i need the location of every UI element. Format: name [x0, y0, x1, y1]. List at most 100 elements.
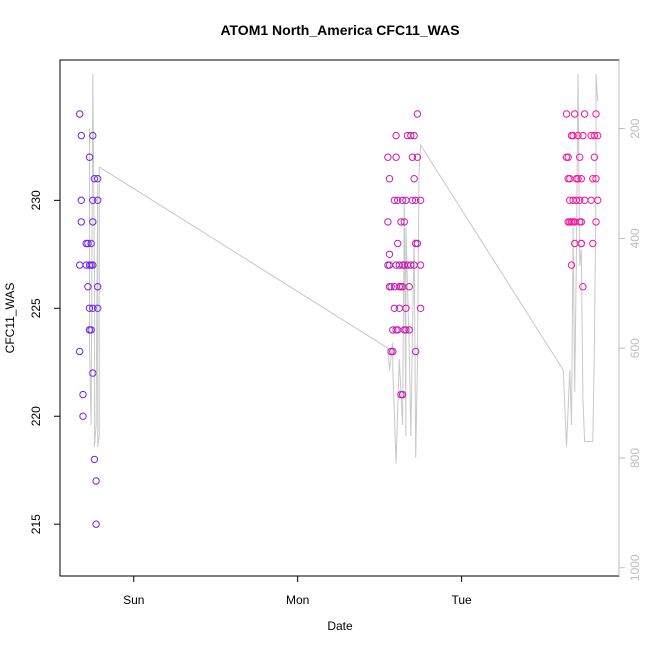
pressure-line-layer	[89, 73, 599, 464]
data-point	[579, 283, 587, 291]
y-tick-label: 225	[29, 298, 43, 318]
data-point	[90, 455, 99, 464]
data-point	[89, 304, 97, 312]
data-point	[76, 347, 84, 356]
data-point	[387, 283, 395, 291]
data-point	[580, 196, 589, 205]
right-tick-label: 400	[628, 228, 642, 248]
y-tick-label: 215	[29, 514, 43, 534]
data-point	[389, 347, 397, 356]
data-point	[400, 218, 408, 226]
data-point	[410, 131, 418, 140]
data-point	[589, 239, 597, 248]
data-point	[77, 218, 86, 226]
data-point	[416, 261, 425, 269]
data-point	[394, 196, 402, 205]
data-point	[592, 175, 600, 183]
data-point	[567, 261, 576, 269]
data-point	[398, 390, 407, 399]
data-point	[394, 239, 402, 248]
data-point	[392, 131, 400, 140]
right-tick-label: 600	[628, 338, 642, 358]
data-point	[407, 131, 415, 140]
data-point	[94, 283, 102, 291]
data-point	[413, 110, 422, 118]
data-point	[89, 218, 97, 226]
data-point	[576, 153, 584, 161]
data-point	[390, 196, 399, 205]
data-point	[576, 196, 584, 205]
data-point	[398, 283, 407, 291]
x-axis-label: Date	[327, 619, 353, 633]
data-point	[89, 196, 97, 205]
data-point	[89, 261, 97, 269]
data-point	[94, 304, 102, 312]
data-point	[562, 110, 571, 118]
data-point	[76, 261, 84, 269]
data-point	[574, 175, 582, 183]
data-point	[85, 304, 94, 312]
data-point	[413, 153, 422, 161]
data-point	[408, 196, 417, 205]
data-point	[402, 304, 410, 312]
data-point	[587, 196, 595, 205]
x-tick-label: Mon	[286, 593, 309, 607]
data-point	[594, 196, 602, 205]
y-axis-label: CFC11_WAS	[3, 283, 17, 354]
data-point	[412, 347, 420, 356]
data-point	[574, 131, 582, 140]
data-point	[395, 304, 403, 312]
data-point	[77, 131, 86, 140]
x-tick-label: Sun	[123, 593, 144, 607]
scatter-point-layer	[76, 110, 602, 528]
data-point	[90, 175, 99, 183]
data-point	[397, 218, 405, 226]
right-tick-label: 800	[628, 448, 642, 468]
data-point	[416, 304, 425, 312]
right-tick-label: 200	[628, 118, 642, 138]
data-point	[87, 326, 95, 334]
data-point	[410, 175, 418, 183]
data-point	[579, 131, 587, 140]
data-point	[572, 196, 581, 205]
y-tick-label: 230	[29, 190, 43, 210]
data-point	[398, 196, 407, 205]
data-point	[589, 175, 597, 183]
data-point	[89, 131, 97, 140]
data-point	[84, 283, 92, 291]
data-point	[577, 239, 585, 248]
x-tick-label: Tue	[452, 593, 473, 607]
data-point	[416, 196, 425, 205]
data-point	[580, 110, 589, 118]
data-point	[590, 131, 599, 140]
data-point	[384, 153, 392, 161]
data-point	[85, 153, 94, 161]
pressure-line	[89, 73, 599, 464]
right-tick-label: 1000	[628, 554, 642, 581]
y-tick-label: 220	[29, 406, 43, 426]
data-point	[385, 250, 394, 259]
data-point	[405, 283, 413, 291]
data-point	[594, 131, 602, 140]
data-point	[87, 239, 95, 248]
data-point	[392, 153, 400, 161]
data-point	[413, 239, 422, 248]
data-point	[395, 261, 403, 269]
data-point	[384, 218, 392, 226]
data-point	[577, 218, 585, 226]
data-point	[577, 175, 585, 183]
data-point	[389, 326, 397, 334]
data-point	[84, 239, 92, 248]
data-point	[92, 477, 100, 485]
data-point	[76, 110, 84, 118]
data-point	[92, 520, 100, 528]
data-point	[402, 326, 410, 334]
data-point	[94, 196, 102, 205]
data-point	[564, 153, 572, 161]
data-point	[408, 153, 417, 161]
data-point	[79, 390, 87, 399]
data-point	[571, 110, 579, 118]
axes-layer: Sun Mon Tue 215 220 225 230 200 400 600 800 1000	[29, 60, 642, 607]
data-point	[77, 196, 86, 205]
